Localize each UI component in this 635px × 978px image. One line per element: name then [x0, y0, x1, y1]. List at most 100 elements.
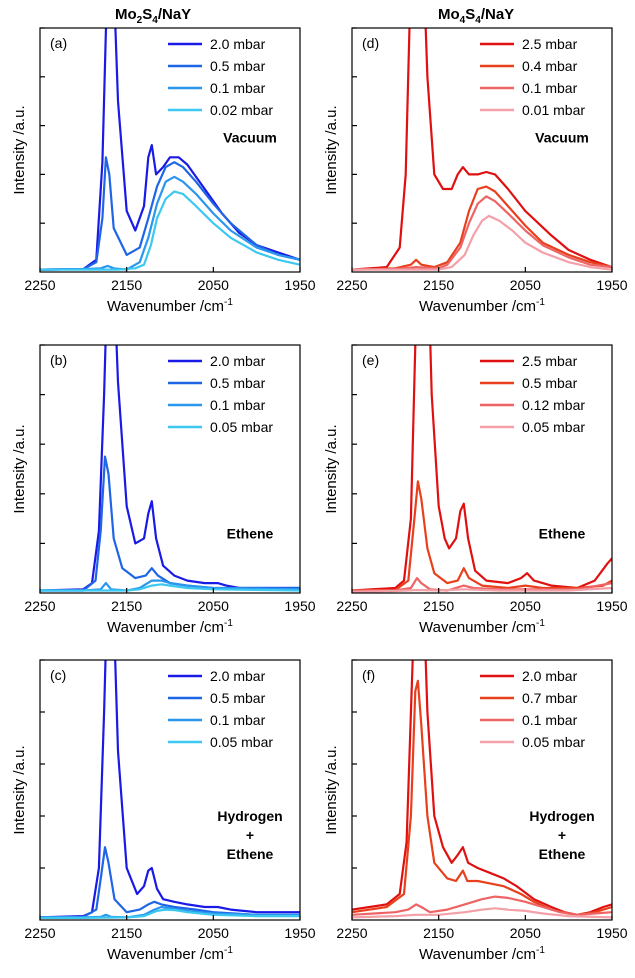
x-axis-label-unit-exponent: -1: [224, 945, 233, 956]
x-axis-label-unit-exponent: -1: [224, 618, 233, 629]
condition-annotation: +: [246, 827, 254, 843]
legend-label: 2.5 mbar: [522, 353, 578, 369]
x-tick-label: 2150: [111, 598, 142, 614]
x-tick-label: 2050: [510, 925, 541, 941]
plot-frame: [39, 344, 301, 594]
x-tick-label: 2150: [111, 925, 142, 941]
legend-label: 0.05 mbar: [522, 419, 585, 435]
left-column-title: Mo2S4/NaY: [115, 6, 191, 26]
condition-annotation: Ethene: [539, 525, 586, 541]
legend-label: 0.1 mbar: [522, 80, 578, 96]
series-line-2: [352, 480, 612, 592]
legend-label: 0.01 mbar: [522, 102, 585, 118]
chart-panel-e: 2250 2150 2050 1950 Wavenumber /cm-1 Intensit…: [323, 344, 628, 636]
x-tick-label: 1950: [596, 925, 627, 941]
x-tick-label: 2050: [510, 598, 541, 614]
left-title-element2: S: [142, 6, 153, 23]
legend-label: 0.05 mbar: [210, 734, 273, 750]
x-axis-label: Wavenumber /cm-1: [419, 945, 545, 963]
condition-annotation: +: [558, 827, 566, 843]
right-title-element1: Mo: [438, 6, 460, 23]
x-tick-label: 1950: [284, 277, 315, 293]
right-column-title: Mo4S4/NaY: [438, 6, 514, 26]
x-tick-label: 2250: [336, 925, 367, 941]
plot-frame: [351, 27, 613, 273]
condition-annotation: Hydrogen: [529, 808, 594, 824]
x-tick-label: 2050: [510, 277, 541, 293]
x-tick-label: 2150: [423, 925, 454, 941]
legend-label: 0.12 mbar: [522, 397, 585, 413]
left-title-element1: Mo: [115, 6, 137, 23]
x-tick-label: 1950: [596, 277, 627, 293]
legend-label: 0.05 mbar: [522, 734, 585, 750]
left-title-support: /NaY: [157, 6, 192, 23]
condition-annotation: Ethene: [539, 846, 586, 862]
x-axis-label-unit-exponent: -1: [536, 297, 545, 308]
series-line-3: [40, 175, 300, 271]
x-tick-label: 2250: [336, 598, 367, 614]
condition-annotation: Ethene: [227, 846, 274, 862]
legend-label: 0.5 mbar: [210, 58, 266, 74]
series-line-3: [40, 905, 300, 919]
series-line-1: [352, 345, 612, 592]
y-axis-label: Intensity /a.u.: [11, 424, 28, 513]
condition-annotation: Ethene: [227, 525, 274, 541]
legend-label: 0.7 mbar: [522, 690, 578, 706]
series-line-2: [352, 185, 612, 271]
legend-label: 0.5 mbar: [522, 375, 578, 391]
condition-annotation: Vacuum: [223, 130, 277, 146]
x-tick-label: 2250: [24, 925, 55, 941]
series-line-2: [40, 156, 300, 271]
legend-label: 2.0 mbar: [210, 36, 266, 52]
x-tick-label: 1950: [284, 925, 315, 941]
legend-label: 2.0 mbar: [210, 353, 266, 369]
legend-label: 0.1 mbar: [210, 712, 266, 728]
series-line-4: [352, 586, 612, 593]
chart-panel-b: 2250 2150 2050 1950 Wavenumber /cm-1 Intensit…: [11, 344, 316, 636]
series-line-3: [40, 579, 300, 592]
chart-panel-f: 2250 2150 2050 1950 Wavenumber /cm-1 Intensit…: [323, 659, 628, 963]
series-line-4: [352, 214, 612, 271]
legend-label: 2.0 mbar: [522, 668, 578, 684]
x-tick-label: 2250: [336, 277, 367, 293]
plot-frame: [351, 659, 613, 921]
series-line-3: [352, 195, 612, 271]
chart-panel-d: 2250 2150 2050 1950 Wavenumber /cm-1 Intensit…: [323, 27, 628, 315]
x-tick-label: 2150: [423, 598, 454, 614]
legend-label: 0.05 mbar: [210, 419, 273, 435]
legend-label: 0.1 mbar: [210, 397, 266, 413]
right-title-sub1: 4: [459, 15, 466, 26]
y-axis-label: Intensity /a.u.: [11, 745, 28, 834]
legend-label: 0.5 mbar: [210, 375, 266, 391]
x-tick-label: 2050: [198, 598, 229, 614]
x-tick-label: 2150: [111, 277, 142, 293]
x-tick-label: 2250: [24, 277, 55, 293]
legend-label: 0.5 mbar: [210, 690, 266, 706]
condition-annotation: Vacuum: [535, 130, 589, 146]
x-axis-label: Wavenumber /cm-1: [107, 945, 233, 963]
y-axis-label: Intensity /a.u.: [11, 105, 28, 194]
panel-label: (b): [50, 352, 67, 368]
left-title-sub1: 2: [136, 15, 143, 26]
x-axis-label: Wavenumber /cm-1: [107, 618, 233, 636]
x-axis-label: Wavenumber /cm-1: [107, 297, 233, 315]
series-line-4: [352, 907, 612, 919]
series-line-2: [40, 846, 300, 919]
x-axis-label: Wavenumber /cm-1: [419, 618, 545, 636]
x-axis-label-unit-exponent: -1: [536, 945, 545, 956]
series-line-3: [352, 895, 612, 916]
series-line-4: [40, 583, 300, 592]
x-axis-label: Wavenumber /cm-1: [419, 297, 545, 315]
x-tick-label: 1950: [284, 598, 315, 614]
plot-frame: [351, 344, 613, 594]
y-axis-label: Intensity /a.u.: [323, 105, 340, 194]
x-tick-label: 2150: [423, 277, 454, 293]
x-axis-label-unit-exponent: -1: [224, 297, 233, 308]
x-axis-label-unit-exponent: -1: [536, 618, 545, 629]
series-line-4: [40, 190, 300, 271]
panel-label: (a): [50, 35, 67, 51]
chart-panel-c: 2250 2150 2050 1950 Wavenumber /cm-1 Intensit…: [11, 659, 316, 963]
series-line-1: [352, 28, 612, 271]
panel-label: (e): [362, 352, 379, 368]
